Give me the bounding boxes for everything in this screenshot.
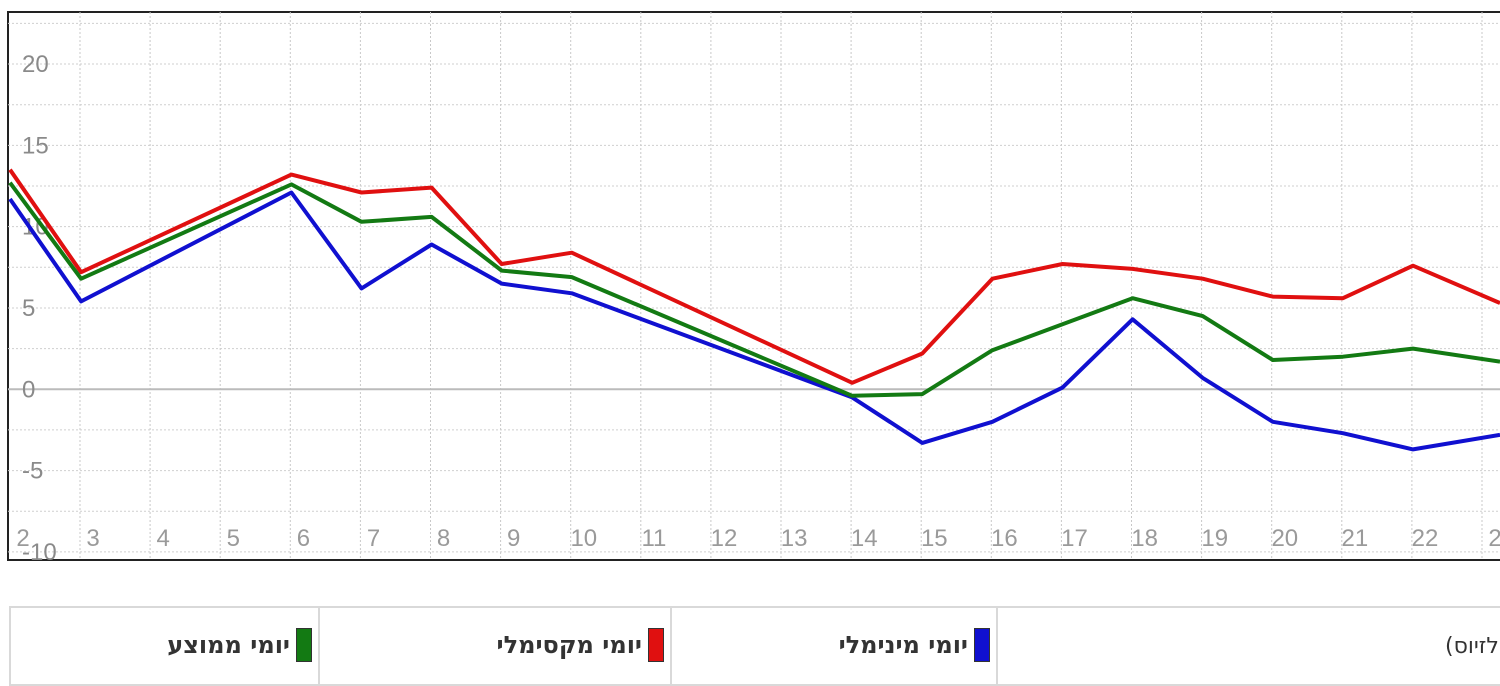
series-line-0 — [8, 190, 1500, 452]
plot-frame — [7, 11, 1500, 561]
legend: יומי ממוצע יומי מקסימלי יומי מינימלי לזי… — [9, 606, 1500, 686]
x-tick-label: 20 — [1271, 525, 1298, 552]
x-tick-label: 5 — [227, 525, 240, 552]
legend-item-max[interactable]: יומי מקסימלי — [497, 628, 664, 662]
x-tick-label: 4 — [157, 525, 170, 552]
legend-swatch-blue — [974, 628, 990, 662]
legend-label-max: יומי מקסימלי — [496, 631, 642, 659]
series-line-1 — [8, 168, 1500, 385]
x-tick-label: 2 — [1488, 525, 1500, 552]
legend-swatch-red — [648, 628, 664, 662]
x-tick-label: 6 — [297, 525, 310, 552]
x-tick-label: 18 — [1131, 525, 1158, 552]
legend-cell-unit: לזיוס) — [996, 608, 1500, 686]
x-tick-label: 12 — [711, 525, 738, 552]
legend-label-min: יומי מינימלי — [838, 631, 968, 659]
x-tick-label: 2 — [16, 525, 29, 552]
legend-label-average: יומי ממוצע — [167, 631, 290, 659]
series-line-2 — [8, 181, 1500, 398]
legend-cell-max: יומי מקסימלי — [318, 608, 672, 686]
y-tick-label: 5 — [22, 295, 35, 322]
x-tick-label: 3 — [86, 525, 99, 552]
x-tick-label: 9 — [507, 525, 520, 552]
x-tick-label: 13 — [781, 525, 808, 552]
x-tick-label: 8 — [437, 525, 450, 552]
x-tick-label: 19 — [1201, 525, 1228, 552]
legend-item-average[interactable]: יומי ממוצע — [167, 628, 312, 662]
legend-item-min[interactable]: יומי מינימלי — [839, 628, 990, 662]
legend-cell-average: יומי ממוצע — [11, 608, 320, 686]
x-tick-label: 14 — [851, 525, 878, 552]
legend-cell-min: יומי מינימלי — [670, 608, 998, 686]
y-tick-label: 15 — [22, 132, 49, 159]
x-tick-label: 16 — [991, 525, 1018, 552]
x-tick-label: 17 — [1061, 525, 1088, 552]
x-tick-label: 15 — [921, 525, 948, 552]
y-tick-label: -10 — [22, 539, 57, 566]
line-chart: 20 15 10 5 0 -5 -10 2 3 4 5 6 7 8 9 10 11 12 13 14 15 16 17 18 1… — [7, 11, 1500, 566]
x-tick-label: 22 — [1412, 525, 1439, 552]
x-tick-label: 11 — [641, 525, 666, 552]
unit-label: לזיוס) — [1445, 634, 1499, 659]
y-tick-label: 0 — [22, 376, 35, 403]
legend-swatch-green — [296, 628, 312, 662]
x-tick-label: 10 — [570, 525, 597, 552]
y-tick-label: -5 — [22, 458, 43, 485]
y-tick-label: 20 — [22, 51, 49, 78]
x-tick-label: 7 — [367, 525, 380, 552]
x-tick-label: 21 — [1342, 525, 1369, 552]
